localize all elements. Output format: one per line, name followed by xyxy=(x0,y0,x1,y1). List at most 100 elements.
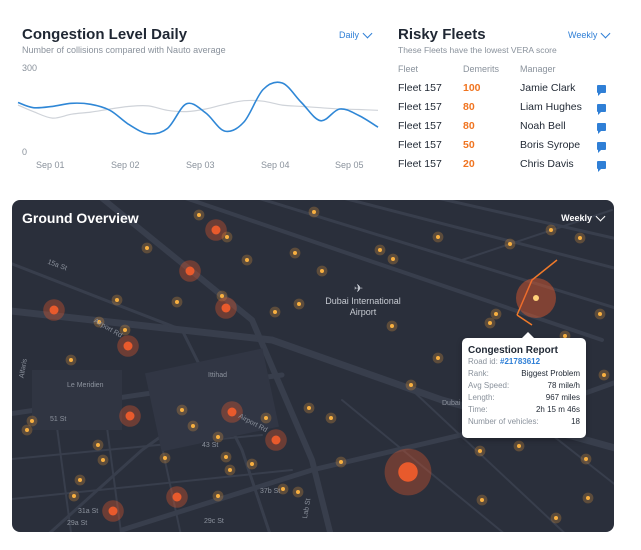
map-period-dropdown[interactable]: Weekly xyxy=(561,211,606,223)
x-tick-sep04: Sep 04 xyxy=(261,160,290,170)
hotspot-marker[interactable] xyxy=(517,444,521,448)
hotspot-marker[interactable] xyxy=(115,298,119,302)
hotspot-marker[interactable] xyxy=(224,455,228,459)
hotspot-marker[interactable] xyxy=(245,258,249,262)
hotspot-marker[interactable] xyxy=(578,236,582,240)
hotspot-marker[interactable] xyxy=(216,494,220,498)
series-line xyxy=(17,81,379,135)
hotspot-marker[interactable] xyxy=(221,303,231,313)
hotspot-marker[interactable] xyxy=(49,305,59,315)
hotspot-marker[interactable] xyxy=(264,416,268,420)
hotspot-marker[interactable] xyxy=(480,498,484,502)
hotspot-marker[interactable] xyxy=(602,373,606,377)
message-icon[interactable] xyxy=(597,161,606,172)
hotspot-marker[interactable] xyxy=(271,435,281,445)
road xyxy=(461,209,613,261)
hotspot-marker[interactable] xyxy=(584,457,588,461)
hotspots[interactable] xyxy=(21,206,610,524)
hotspot-marker[interactable] xyxy=(250,462,254,466)
fleet-row: Fleet 157 80 Liam Hughes xyxy=(390,101,610,121)
hotspot-marker[interactable] xyxy=(297,302,301,306)
fleet-row: Fleet 157 20 Chris Davis xyxy=(390,158,610,178)
hotspot-marker[interactable] xyxy=(273,310,277,314)
hotspot-marker[interactable] xyxy=(69,358,73,362)
report-row-time: Time: 2h 15 m 46s xyxy=(468,405,580,414)
message-icon[interactable] xyxy=(597,123,606,134)
hotspot-marker[interactable] xyxy=(125,411,135,421)
hotspot-marker[interactable] xyxy=(478,449,482,453)
message-icon[interactable] xyxy=(597,104,606,115)
hotspot-marker[interactable] xyxy=(180,408,184,412)
message-icon[interactable] xyxy=(597,142,606,153)
hotspot-marker[interactable] xyxy=(391,257,395,261)
hotspot-marker[interactable] xyxy=(339,460,343,464)
hotspot-marker[interactable] xyxy=(25,428,29,432)
hotspot-marker[interactable] xyxy=(296,490,300,494)
hotspot-marker[interactable] xyxy=(97,320,101,324)
map-period-label: Weekly xyxy=(561,213,592,223)
hotspot-marker[interactable] xyxy=(72,494,76,498)
ground-overview-map[interactable]: Ground Overview Weekly ✈ Dubai Internati… xyxy=(12,200,614,532)
speed-label: Avg Speed: xyxy=(468,381,510,390)
vehicles-value: 18 xyxy=(571,417,580,426)
hotspot-marker[interactable] xyxy=(436,356,440,360)
hotspot-marker[interactable] xyxy=(228,468,232,472)
hotspot-marker[interactable] xyxy=(554,516,558,520)
hotspot-marker[interactable] xyxy=(211,225,221,235)
hotspot-marker[interactable] xyxy=(307,406,311,410)
hotspot-marker[interactable] xyxy=(378,248,382,252)
hotspot-marker[interactable] xyxy=(312,210,316,214)
hotspot-marker[interactable] xyxy=(108,506,118,516)
hotspot-marker[interactable] xyxy=(175,300,179,304)
hotspot-marker[interactable] xyxy=(398,462,418,482)
congestion-card: Congestion Level Daily Number of collisi… xyxy=(0,0,380,190)
hotspot-marker[interactable] xyxy=(508,242,512,246)
hotspot-marker[interactable] xyxy=(172,492,182,502)
hotspot-marker[interactable] xyxy=(293,251,297,255)
hotspot-marker[interactable] xyxy=(586,496,590,500)
risky-period-label: Weekly xyxy=(568,30,598,40)
congestion-period-dropdown[interactable]: Daily xyxy=(339,28,373,40)
rank-value: Biggest Problem xyxy=(521,369,580,378)
risky-period-dropdown[interactable]: Weekly xyxy=(568,28,611,40)
map-canvas[interactable] xyxy=(12,200,614,532)
map-label: 51 St xyxy=(50,416,67,423)
hotspot-marker[interactable] xyxy=(216,435,220,439)
hotspot-marker[interactable] xyxy=(185,266,195,276)
hotspot-marker[interactable] xyxy=(78,478,82,482)
x-tick-sep01: Sep 01 xyxy=(36,160,65,170)
route-line xyxy=(516,259,558,326)
map-label: 37b St xyxy=(260,488,281,495)
hotspot-marker[interactable] xyxy=(549,228,553,232)
hotspot-marker[interactable] xyxy=(488,321,492,325)
speed-value: 78 mile/h xyxy=(547,381,580,390)
hotspot-marker[interactable] xyxy=(390,324,394,328)
hotspot-marker[interactable] xyxy=(320,269,324,273)
hotspot-marker[interactable] xyxy=(30,419,34,423)
hotspot-marker[interactable] xyxy=(436,235,440,239)
hotspot-marker[interactable] xyxy=(163,456,167,460)
hotspot-marker[interactable] xyxy=(191,424,195,428)
fleet-name: Fleet 157 xyxy=(398,139,442,151)
hotspot-marker[interactable] xyxy=(494,312,498,316)
hotspot-marker[interactable] xyxy=(101,458,105,462)
message-icon[interactable] xyxy=(597,85,606,96)
fleet-demerits: 20 xyxy=(463,158,475,170)
hotspot-marker[interactable] xyxy=(598,312,602,316)
hotspot-marker[interactable] xyxy=(329,416,333,420)
hotspot-marker[interactable] xyxy=(197,213,201,217)
hotspot-marker[interactable] xyxy=(281,487,285,491)
congestion-title: Congestion Level Daily xyxy=(22,26,188,43)
hotspot-marker[interactable] xyxy=(96,443,100,447)
hotspot-marker[interactable] xyxy=(123,328,127,332)
hotspot-marker[interactable] xyxy=(123,341,133,351)
hotspot-marker[interactable] xyxy=(563,334,567,338)
hotspot-marker[interactable] xyxy=(225,235,229,239)
fleet-demerits: 80 xyxy=(463,120,475,132)
fleet-manager: Boris Syrope xyxy=(520,139,581,151)
hotspot-marker[interactable] xyxy=(409,383,413,387)
hotspot-marker[interactable] xyxy=(145,246,149,250)
hotspot-marker[interactable] xyxy=(227,407,237,417)
hotspot-marker[interactable] xyxy=(220,294,224,298)
road-id-link[interactable]: #21783612 xyxy=(500,357,541,366)
